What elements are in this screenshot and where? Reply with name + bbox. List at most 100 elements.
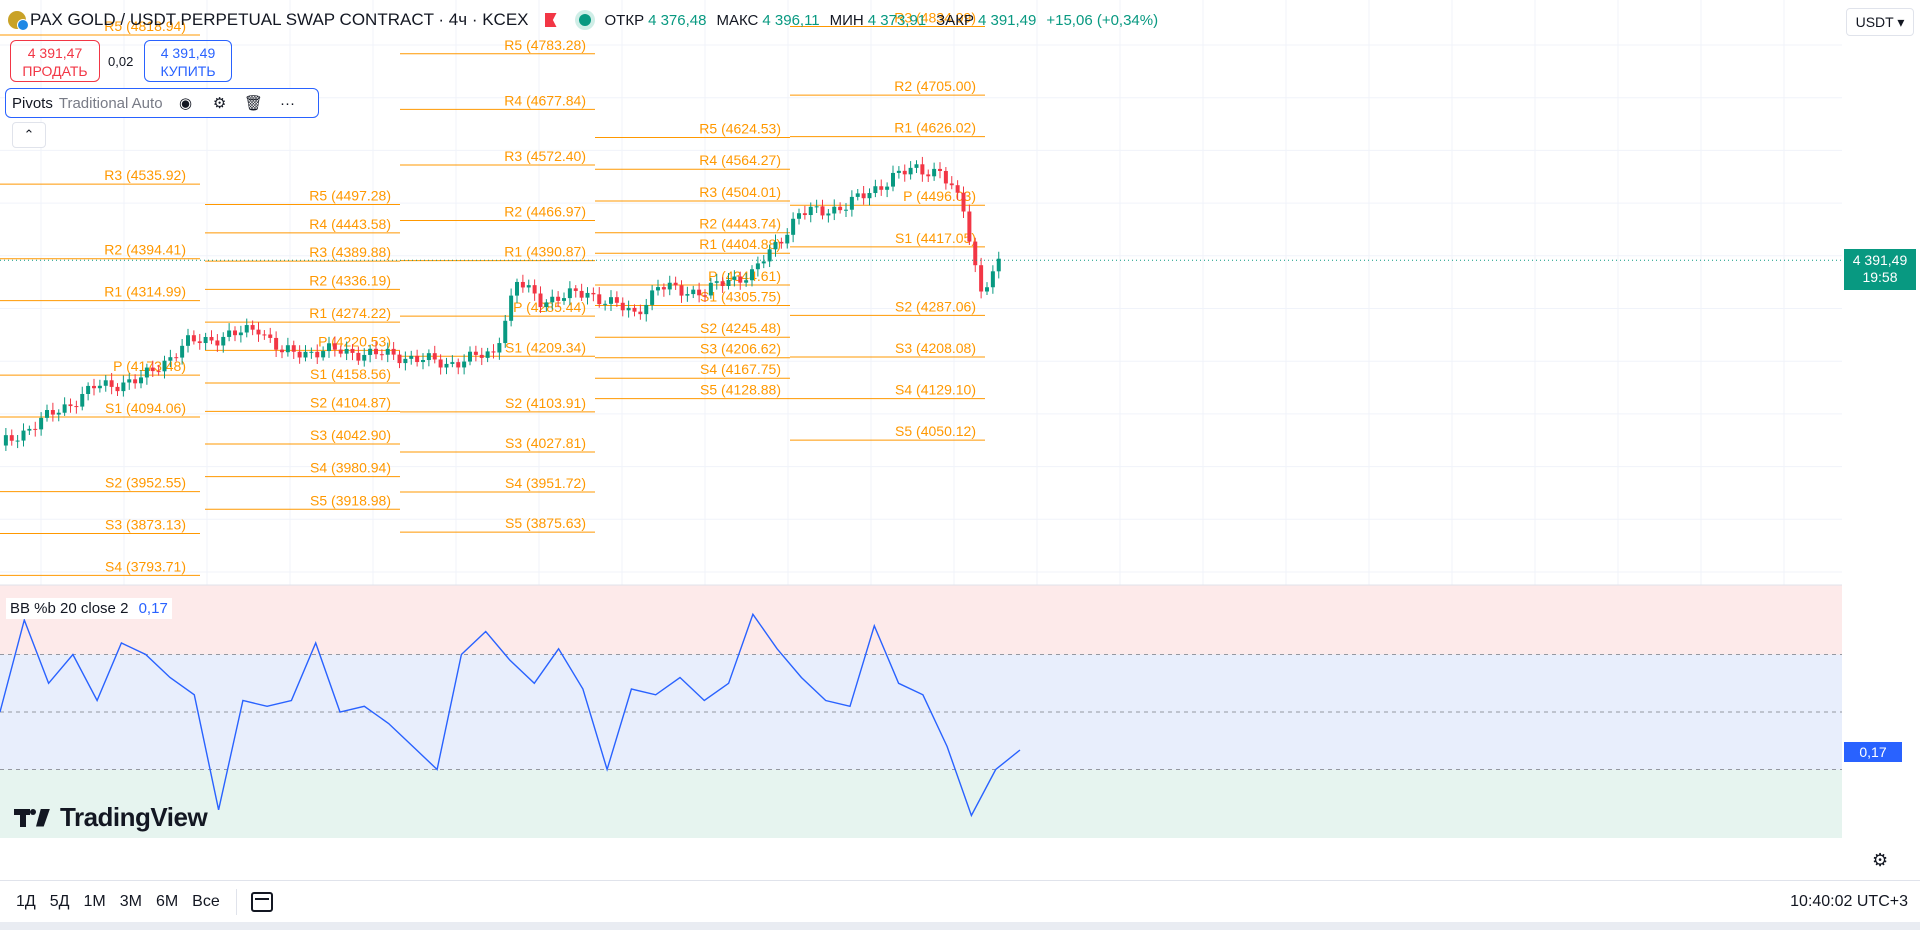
candle-body bbox=[39, 417, 44, 430]
candle-body bbox=[274, 337, 279, 350]
candle-body bbox=[362, 354, 367, 361]
buy-button[interactable]: 4 391,49 КУПИТЬ bbox=[144, 40, 232, 82]
candle-body bbox=[127, 379, 132, 383]
oscillator-legend[interactable]: BB %b 20 close 2 0,17 bbox=[6, 598, 172, 619]
candle-body bbox=[879, 186, 884, 190]
candle-body bbox=[162, 360, 167, 372]
candle-body bbox=[485, 351, 490, 358]
pivot-level-label: R3 (4572.40) bbox=[504, 148, 586, 164]
indicator-args: Traditional Auto bbox=[58, 94, 163, 112]
calendar-icon[interactable] bbox=[250, 892, 273, 912]
buy-price: 4 391,49 bbox=[160, 45, 216, 61]
pivots-indicator-legend[interactable]: Pivots Traditional Auto ◉ ⚙ 🗑 ··· bbox=[5, 88, 319, 118]
pivot-level-label: R4 (4677.84) bbox=[504, 92, 586, 108]
collapse-legend-button[interactable]: ⌃ bbox=[12, 122, 46, 148]
candle-body bbox=[180, 345, 185, 358]
candle-body bbox=[150, 367, 155, 372]
chart-settings-icon[interactable]: ⚙ bbox=[1872, 850, 1889, 870]
pivot-level-label: R1 (4314.99) bbox=[104, 284, 186, 300]
oscillator-value: 0,17 bbox=[138, 600, 168, 617]
pivot-level-label: R1 (4274.22) bbox=[309, 305, 391, 321]
candle-body bbox=[591, 292, 596, 295]
eye-icon[interactable]: ◉ bbox=[179, 95, 193, 112]
candle-body bbox=[56, 412, 61, 415]
candle-body bbox=[550, 296, 555, 303]
candle-body bbox=[544, 302, 549, 308]
flag-icon[interactable] bbox=[544, 13, 557, 27]
candle-body bbox=[491, 351, 496, 353]
candle-body bbox=[244, 325, 249, 333]
candle-body bbox=[444, 363, 449, 368]
pivot-level-label: R2 (4705.00) bbox=[894, 78, 976, 94]
oscillator-name: BB %b bbox=[10, 600, 56, 617]
pivot-level-label: P (4173.48) bbox=[113, 358, 186, 374]
candle-body bbox=[280, 349, 284, 353]
bar-countdown: 19:58 bbox=[1862, 269, 1898, 285]
candle-body bbox=[814, 206, 819, 208]
sell-button[interactable]: 4 391,47 ПРОДАТЬ bbox=[10, 40, 100, 82]
candle-body bbox=[891, 172, 895, 187]
chart-area[interactable]: 2528Дек471013161922252820264710131619222… bbox=[0, 0, 1842, 838]
candle-body bbox=[673, 282, 678, 286]
oscillator-args: 20 close 2 bbox=[60, 600, 129, 617]
range-6m-button[interactable]: 6М bbox=[155, 893, 179, 910]
trash-icon[interactable]: 🗑 bbox=[244, 95, 264, 112]
candle-body bbox=[708, 282, 713, 296]
pivot-level-label: S2 (4287.06) bbox=[895, 298, 976, 314]
candle-body bbox=[697, 289, 702, 296]
range-all-button[interactable]: Все bbox=[192, 893, 220, 910]
pivot-level-label: R5 (4624.53) bbox=[699, 120, 781, 136]
candle-body bbox=[191, 335, 196, 342]
currency-selector[interactable]: USDT ▾ bbox=[1846, 8, 1914, 36]
candle-body bbox=[139, 377, 143, 384]
candle-body bbox=[802, 213, 807, 216]
pivot-level-label: S1 (4158.56) bbox=[310, 366, 391, 382]
range-1d-button[interactable]: 1Д bbox=[16, 893, 36, 910]
candle-body bbox=[573, 288, 578, 291]
close-label: ЗАКР bbox=[936, 11, 974, 29]
more-icon[interactable]: ··· bbox=[280, 94, 296, 112]
candle-body bbox=[920, 164, 925, 175]
range-5d-button[interactable]: 5Д bbox=[49, 893, 70, 910]
candle-body bbox=[732, 276, 737, 280]
currency-label: USDT bbox=[1855, 14, 1894, 30]
candle-body bbox=[861, 193, 866, 199]
close-value: 4 391,49 bbox=[977, 11, 1037, 29]
candle-body bbox=[262, 334, 267, 336]
gear-icon[interactable]: ⚙ bbox=[212, 95, 227, 112]
bottom-strip bbox=[0, 922, 1920, 930]
pivot-level-label: S4 (4167.75) bbox=[700, 361, 781, 377]
candle-body bbox=[233, 330, 237, 336]
range-3m-button[interactable]: 3М bbox=[119, 893, 142, 910]
candle-body bbox=[755, 263, 760, 270]
high-label: МАКС bbox=[716, 11, 759, 29]
pivot-level-label: S5 (4050.12) bbox=[895, 423, 976, 439]
candle-body bbox=[227, 330, 232, 337]
sell-price: 4 391,47 bbox=[27, 45, 83, 61]
candle-body bbox=[985, 287, 989, 292]
pivot-level-label: R2 (4394.41) bbox=[104, 242, 186, 258]
candle-body bbox=[86, 385, 91, 394]
symbol-title[interactable]: PAX GOLD / USDT PERPETUAL SWAP CONTRACT … bbox=[30, 10, 529, 29]
candle-body bbox=[844, 209, 848, 211]
candle-body bbox=[391, 348, 396, 355]
candle-body bbox=[291, 345, 296, 352]
price-chart[interactable]: 2528Дек471013161922252820264710131619222… bbox=[0, 0, 1842, 838]
tradingview-logo[interactable]: TradingView bbox=[14, 802, 208, 833]
clock[interactable]: 10:40:02 UTC+3 bbox=[1790, 893, 1908, 910]
candle-body bbox=[520, 281, 525, 288]
pivot-level-label: S2 (4103.91) bbox=[505, 395, 586, 411]
pivot-level-label: S3 (4027.81) bbox=[505, 435, 586, 451]
candle-body bbox=[285, 345, 290, 353]
candle-body bbox=[656, 287, 660, 291]
range-1m-button[interactable]: 1М bbox=[83, 893, 106, 910]
candle-body bbox=[967, 211, 972, 242]
candle-body bbox=[473, 351, 478, 355]
candle-body bbox=[914, 164, 919, 168]
candle-body bbox=[738, 276, 743, 283]
indicator-name: Pivots bbox=[12, 94, 53, 112]
pivot-level-label: R1 (4390.87) bbox=[504, 244, 586, 260]
candle-body bbox=[21, 430, 26, 441]
pivot-level-label: R3 (4834.99) bbox=[894, 10, 976, 26]
candle-body bbox=[855, 193, 860, 197]
